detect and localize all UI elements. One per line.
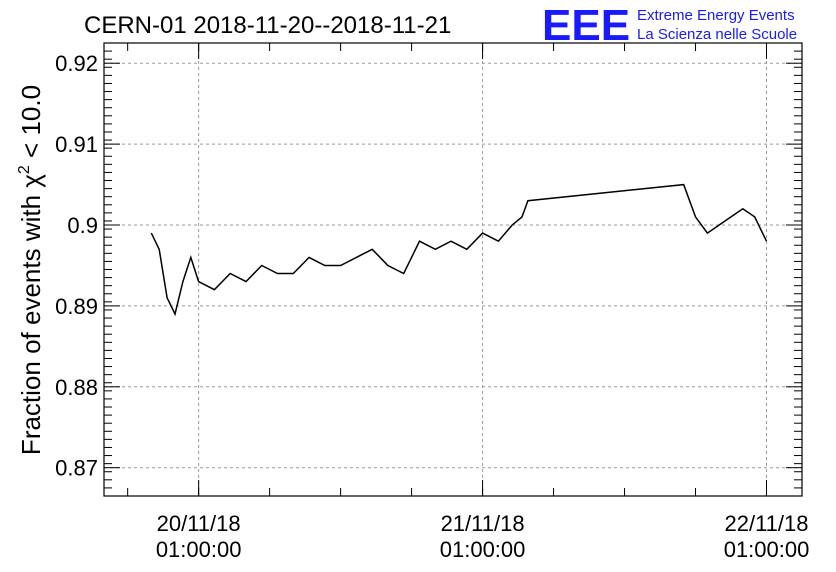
logo-line-2: La Scienza nelle Scuole — [637, 26, 797, 43]
y-tick-label: 0.91 — [55, 132, 98, 157]
chart-title: CERN-01 2018-11-20--2018-11-21 — [84, 12, 451, 39]
x-tick-label-date: 21/11/18 — [441, 511, 525, 536]
y-axis-label-pre: Fraction of events with — [16, 188, 46, 455]
y-axis-label-sup: 2 — [16, 165, 33, 174]
tick-labels: 0.870.880.890.90.910.9220/11/1801:00:002… — [55, 51, 809, 562]
logo-mark: EEE — [542, 1, 630, 50]
y-axis-label-chi: χ — [16, 174, 46, 188]
y-axis-label-post: < 10.0 — [16, 85, 46, 165]
logo-line-1: Extreme Energy Events — [637, 7, 795, 24]
eee-logo: EEE Extreme Energy Events La Scienza nel… — [542, 1, 797, 50]
y-axis-label: Fraction of events with χ2 < 10.0 — [16, 85, 46, 455]
y-tick-label: 0.88 — [55, 375, 98, 400]
x-tick-label-date: 22/11/18 — [725, 511, 809, 536]
y-tick-label: 0.92 — [55, 51, 98, 76]
y-tick-label: 0.87 — [55, 456, 98, 481]
y-tick-label: 0.89 — [55, 294, 98, 319]
x-tick-label-time: 01:00:00 — [724, 537, 810, 562]
x-tick-label-date: 20/11/18 — [157, 511, 241, 536]
data-line — [150, 183, 768, 317]
x-tick-label-time: 01:00:00 — [440, 537, 526, 562]
axis-ticks — [104, 43, 802, 496]
plot-frame — [103, 42, 803, 497]
x-tick-label-time: 01:00:00 — [156, 537, 242, 562]
grid-lines — [104, 43, 802, 496]
series-line — [150, 183, 768, 317]
y-tick-label: 0.9 — [67, 213, 98, 238]
